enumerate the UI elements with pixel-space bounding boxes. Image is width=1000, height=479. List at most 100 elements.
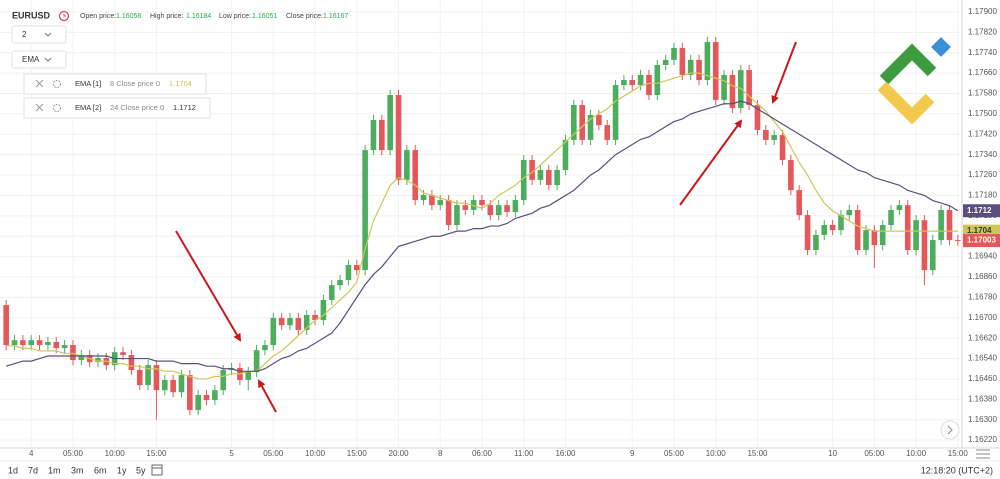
calendar-button[interactable] — [151, 464, 163, 476]
axis-settings[interactable] — [976, 449, 990, 459]
indicator-dropdown[interactable]: EMA — [11, 50, 67, 69]
y-tick-label: 1.17340 — [968, 150, 997, 159]
candle-body — [612, 85, 619, 140]
field-value: 1.16184 — [186, 13, 211, 20]
y-tick-label: 1.16620 — [968, 333, 997, 342]
candle-body — [195, 394, 201, 411]
field-label: Low price: — [219, 13, 251, 20]
candle-body — [187, 375, 193, 411]
range-button[interactable]: 5y — [136, 465, 146, 475]
candle-body — [646, 74, 652, 96]
x-tick-label: 10:00 — [706, 449, 727, 458]
candle-body — [454, 205, 460, 226]
x-tick-label: 15:00 — [747, 449, 768, 458]
indicator-settings[interactable] — [53, 80, 61, 88]
x-tick-label: 10:00 — [305, 449, 326, 458]
candle-body — [637, 74, 644, 86]
y-tick-label: 1.17820 — [968, 27, 997, 36]
indicator-value: EMA — [22, 55, 40, 64]
candle-body — [145, 365, 151, 386]
x-tick-label: 20:00 — [389, 449, 410, 458]
x-tick-label: 5 — [229, 449, 234, 458]
interval-value: 2 — [22, 30, 27, 39]
candle-body — [537, 169, 544, 180]
candle-body — [763, 129, 769, 140]
candle-body — [662, 59, 669, 65]
remove-indicator[interactable] — [35, 79, 44, 88]
candle-body — [579, 104, 585, 140]
candle-body — [554, 169, 560, 186]
candle-body — [704, 42, 711, 81]
range-button[interactable]: 6m — [94, 465, 107, 475]
candle-body — [78, 354, 85, 361]
indicator-row: EMA [2] 24 Close price 0 1.1712 — [23, 97, 211, 119]
field-value: 1.16167 — [323, 13, 348, 20]
x-tick-label: 15:00 — [347, 449, 368, 458]
candle-body — [687, 59, 694, 75]
x-tick-label: 10 — [828, 449, 837, 458]
candle-body — [253, 350, 260, 373]
candle-body — [788, 160, 794, 191]
candle-body — [312, 314, 318, 321]
candle-body — [913, 220, 919, 250]
candle-body — [813, 234, 819, 250]
y-tick-label: 1.17180 — [968, 191, 997, 200]
candle-body — [429, 194, 435, 206]
candle-body — [420, 194, 427, 201]
logo-green — [879, 43, 937, 85]
x-tick-label: 05:00 — [63, 449, 84, 458]
ema-line — [5, 100, 959, 372]
candle-body — [562, 139, 569, 170]
range-button[interactable]: 1d — [8, 465, 18, 475]
y-tick-label: 1.16540 — [968, 354, 997, 363]
field-label: Open price: — [80, 13, 116, 20]
y-tick-label: 1.16780 — [968, 293, 997, 302]
x-tick-label: 05:00 — [664, 449, 685, 458]
candle-body — [345, 265, 352, 281]
symbol: EURUSD — [12, 10, 51, 20]
clock: 12:18:20 (UTC+2) — [921, 465, 993, 475]
range-button[interactable]: 7d — [28, 465, 38, 475]
candle-body — [3, 305, 9, 346]
range-buttons: 1d 7d 1m 3m 6m 1y 5y — [8, 465, 146, 475]
range-button[interactable]: 1y — [117, 465, 127, 475]
price-tag — [963, 204, 1000, 218]
y-tick-label: 1.17260 — [968, 170, 997, 179]
candle-body — [696, 59, 702, 81]
interval-dropdown[interactable]: 2 — [11, 25, 67, 44]
candle-body — [370, 120, 377, 151]
indicator-settings[interactable] — [53, 104, 61, 112]
range-button[interactable]: 1m — [48, 465, 61, 475]
field-value: 1.16051 — [252, 13, 277, 20]
scroll-right-button[interactable] — [940, 420, 960, 440]
candle-body — [829, 225, 836, 231]
clock-icon — [58, 10, 70, 22]
candle-body — [36, 340, 43, 346]
candle-body — [11, 340, 18, 346]
x-tick-label: 16:00 — [555, 449, 576, 458]
candle-body — [445, 200, 452, 226]
candle-body — [387, 95, 393, 151]
candle-body — [587, 114, 594, 140]
price-tag — [963, 234, 1000, 248]
candle-body — [504, 205, 510, 213]
candle-body — [203, 394, 210, 401]
x-tick-label: 15:00 — [948, 449, 969, 458]
range-button[interactable]: 3m — [71, 465, 84, 475]
candle-body — [28, 340, 35, 346]
candle-body — [362, 150, 368, 271]
candle-body — [353, 265, 360, 271]
candle-body — [888, 209, 894, 226]
remove-indicator[interactable] — [35, 103, 44, 112]
candle-body — [779, 135, 786, 161]
candle-body — [45, 341, 51, 346]
candle-body — [178, 375, 185, 393]
candle-body — [904, 205, 911, 250]
candle-body — [295, 318, 302, 331]
candle-body — [95, 358, 101, 363]
candle-body — [495, 205, 502, 216]
candle-body — [328, 285, 335, 300]
candle-body — [245, 372, 252, 380]
